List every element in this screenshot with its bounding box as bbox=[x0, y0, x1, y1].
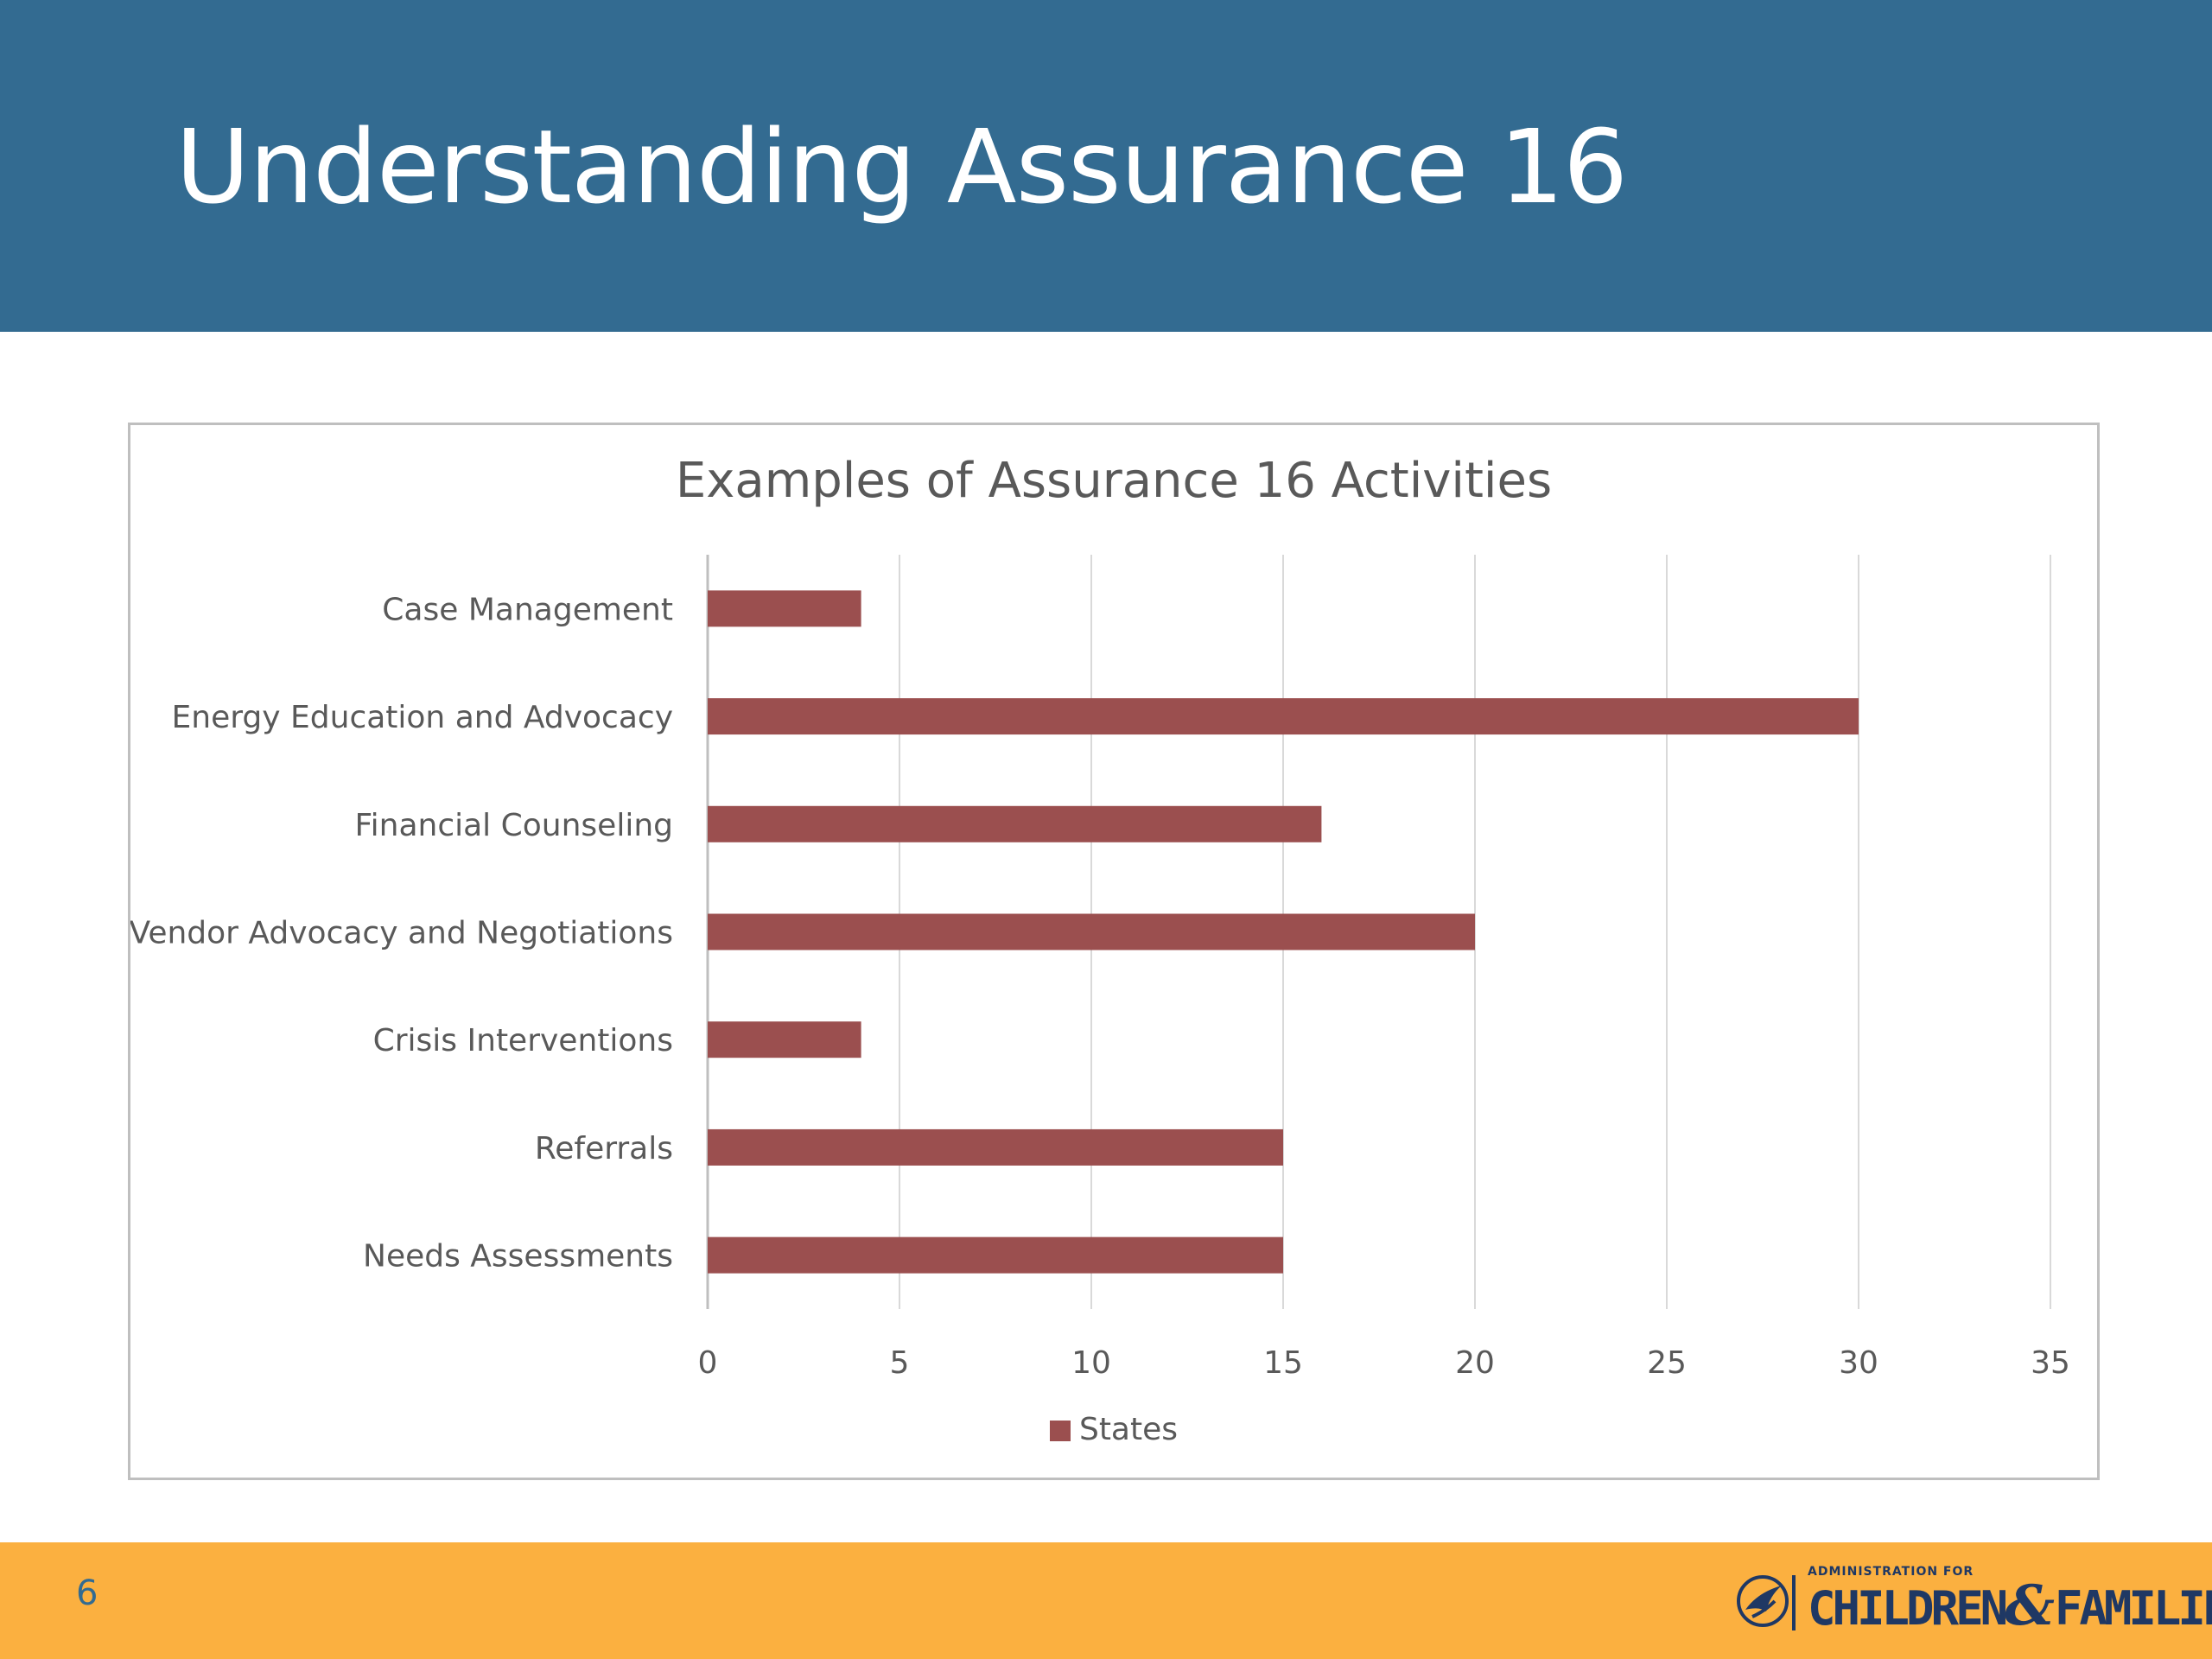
category-label: Case Management bbox=[382, 592, 673, 627]
slide-header: Understanding Assurance 16 bbox=[0, 0, 2212, 332]
slide-footer: 6 ADMINISTRATION FOR CHILDREN&FAMILIES bbox=[0, 1542, 2212, 1659]
category-label: Financial Counseling bbox=[355, 808, 673, 843]
page-number: 6 bbox=[76, 1573, 99, 1613]
hhs-eagle-icon bbox=[1737, 1575, 1796, 1630]
x-tick-label: 30 bbox=[1839, 1345, 1878, 1381]
category-label: Crisis Interventions bbox=[373, 1023, 673, 1058]
x-tick-label: 20 bbox=[1455, 1345, 1495, 1381]
bar bbox=[708, 1236, 1283, 1274]
category-label: Energy Education and Advocacy bbox=[172, 700, 673, 735]
x-tick-label: 10 bbox=[1071, 1345, 1111, 1381]
x-tick-label: 35 bbox=[2031, 1345, 2070, 1381]
bar-chart: Case Management Energy Education and Advo… bbox=[130, 555, 2070, 1381]
bar bbox=[708, 1128, 1283, 1166]
x-tick-label: 25 bbox=[1647, 1345, 1687, 1381]
bar bbox=[708, 590, 861, 627]
legend-label: States bbox=[1078, 1412, 1179, 1447]
logo-wordmark: CHILDREN&FAMILIES bbox=[1808, 1573, 2212, 1638]
x-tick-label: 15 bbox=[1263, 1345, 1303, 1381]
chart-title: Examples of Assurance 16 Activities bbox=[675, 453, 1553, 509]
bar bbox=[708, 805, 1322, 842]
slide-title: Understanding Assurance 16 bbox=[175, 107, 1628, 226]
legend-swatch bbox=[1049, 1421, 1071, 1441]
chart-container: Examples of Assurance 16 Activities Case… bbox=[128, 423, 2100, 1480]
chart-legend: States bbox=[130, 1412, 2097, 1447]
logo-small-text: ADMINISTRATION FOR bbox=[1808, 1565, 1974, 1579]
bar bbox=[708, 1021, 861, 1058]
bar bbox=[708, 913, 1475, 950]
x-tick-label: 0 bbox=[698, 1345, 718, 1381]
bar bbox=[708, 698, 1859, 735]
x-tick-label: 5 bbox=[890, 1345, 910, 1381]
category-label: Referrals bbox=[535, 1131, 673, 1166]
category-label: Needs Assessments bbox=[363, 1239, 673, 1274]
category-label: Vendor Advocacy and Negotiations bbox=[130, 916, 673, 951]
acf-logo: ADMINISTRATION FOR CHILDREN&FAMILIES bbox=[1728, 1560, 2212, 1642]
